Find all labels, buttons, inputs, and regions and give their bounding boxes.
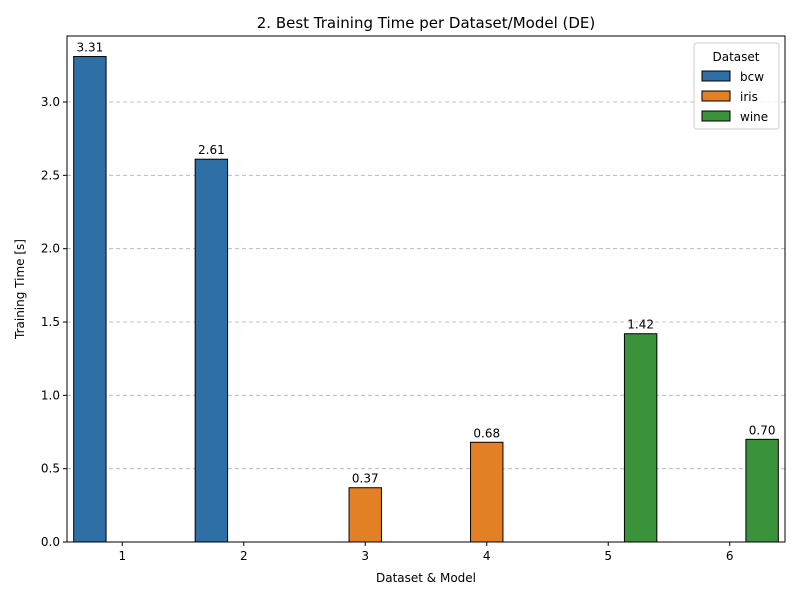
chart-title: 2. Best Training Time per Dataset/Model … [257,14,596,32]
x-tick-label: 1 [118,549,126,563]
bar-bcw-1 [73,56,107,543]
grid-lines [67,101,785,470]
bars [73,56,779,543]
y-axis-ticks: 0.0 0.5 1.0 1.5 2.0 2.5 3.0 [41,95,67,549]
x-axis-label: Dataset & Model [376,571,476,585]
bar-value-label: 0.37 [352,472,379,486]
y-tick-label: 2.5 [41,168,60,182]
x-tick-label: 2 [240,549,248,563]
legend-box [693,42,780,130]
x-tick-label: 4 [483,549,491,563]
bar-value-label: 0.70 [749,423,776,437]
bar-wine-6 [745,438,779,543]
bar-value-label: 3.31 [77,41,104,55]
plot-frame [66,35,786,543]
y-tick-label: 1.5 [41,315,60,329]
bar-value-label: 0.68 [473,426,500,440]
legend-label-wine: wine [740,110,768,124]
x-tick-label: 5 [604,549,612,563]
legend-swatch-iris [701,90,731,102]
y-tick-label: 0.0 [41,535,60,549]
y-tick-label: 2.0 [41,242,60,256]
x-axis-ticks: 1 2 3 4 5 6 [118,542,734,563]
y-axis-label: Training Time [s] [13,239,27,340]
legend-items: bcw iris wine [701,70,768,124]
bar-iris-4 [470,441,504,543]
x-tick-label: 6 [726,549,734,563]
legend: Dataset bcw iris wine [693,42,780,130]
legend-swatch-bcw [701,70,731,82]
bar-bcw-2 [194,158,229,543]
legend-label-bcw: bcw [740,70,764,84]
bar-wine-5 [623,333,658,543]
legend-title: Dataset [713,50,760,64]
bar-iris-3 [348,487,382,543]
bar-value-label: 2.61 [198,143,225,157]
x-tick-label: 3 [361,549,369,563]
bar-labels: 3.31 2.61 0.37 0.68 1.42 0.70 [77,41,776,486]
legend-label-iris: iris [740,90,758,104]
legend-swatch-wine [701,110,731,122]
y-tick-label: 1.0 [41,388,60,402]
y-tick-label: 0.5 [41,462,60,476]
bar-value-label: 1.42 [627,318,654,332]
y-tick-label: 3.0 [41,95,60,109]
